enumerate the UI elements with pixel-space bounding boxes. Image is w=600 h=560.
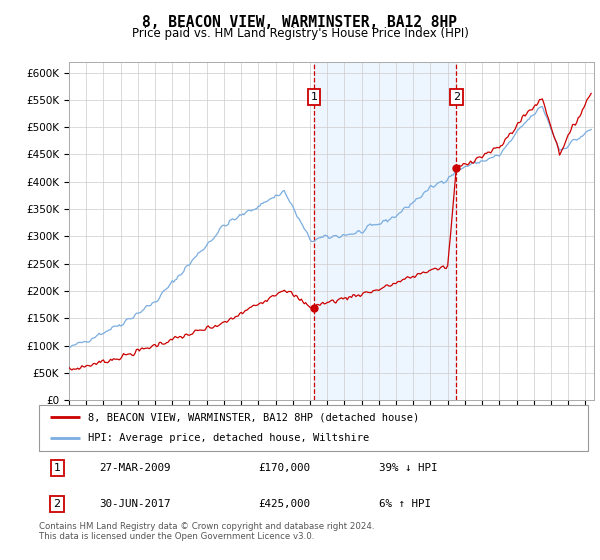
- Text: HPI: Average price, detached house, Wiltshire: HPI: Average price, detached house, Wilt…: [88, 433, 370, 444]
- Text: 1: 1: [53, 463, 61, 473]
- Text: 2: 2: [453, 92, 460, 102]
- FancyBboxPatch shape: [39, 405, 588, 451]
- Text: 27-MAR-2009: 27-MAR-2009: [100, 463, 171, 473]
- Text: 1: 1: [310, 92, 317, 102]
- Text: 8, BEACON VIEW, WARMINSTER, BA12 8HP (detached house): 8, BEACON VIEW, WARMINSTER, BA12 8HP (de…: [88, 412, 419, 422]
- Text: 30-JUN-2017: 30-JUN-2017: [100, 499, 171, 509]
- Text: 8, BEACON VIEW, WARMINSTER, BA12 8HP: 8, BEACON VIEW, WARMINSTER, BA12 8HP: [143, 15, 458, 30]
- Text: Contains HM Land Registry data © Crown copyright and database right 2024.
This d: Contains HM Land Registry data © Crown c…: [39, 522, 374, 542]
- Text: £170,000: £170,000: [259, 463, 311, 473]
- Text: Price paid vs. HM Land Registry's House Price Index (HPI): Price paid vs. HM Land Registry's House …: [131, 27, 469, 40]
- Text: 39% ↓ HPI: 39% ↓ HPI: [379, 463, 438, 473]
- Bar: [314, 62, 456, 400]
- Text: £425,000: £425,000: [259, 499, 311, 509]
- Text: 2: 2: [53, 499, 61, 509]
- Text: 6% ↑ HPI: 6% ↑ HPI: [379, 499, 431, 509]
